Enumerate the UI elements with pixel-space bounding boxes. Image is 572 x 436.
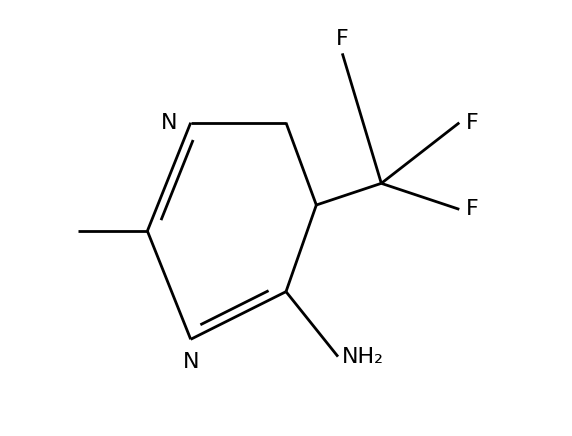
- Text: F: F: [466, 199, 479, 219]
- Text: NH₂: NH₂: [342, 347, 384, 367]
- Text: F: F: [336, 29, 349, 49]
- Text: F: F: [466, 112, 479, 133]
- Text: N: N: [182, 352, 199, 372]
- Text: N: N: [161, 112, 178, 133]
